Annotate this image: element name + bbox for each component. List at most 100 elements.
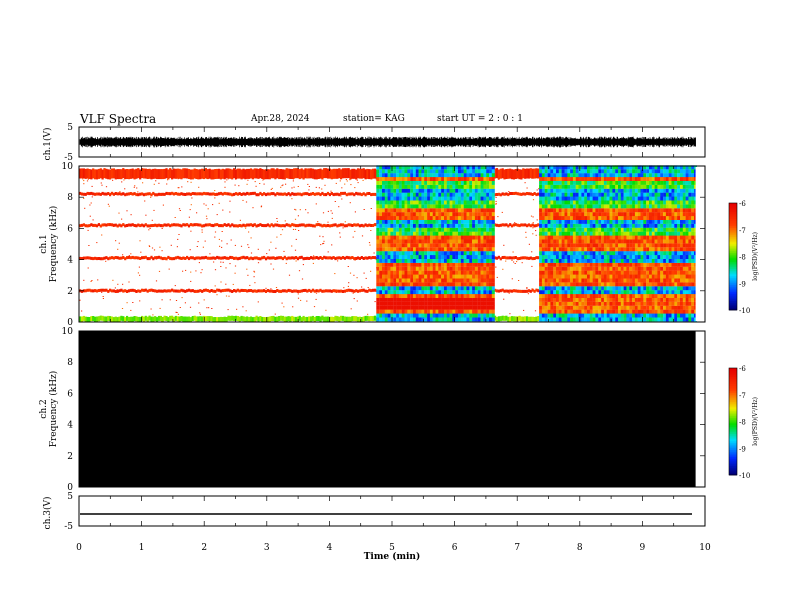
psd-active-cell — [547, 204, 551, 209]
psd-active-cell — [598, 173, 602, 178]
psd-active-cell — [646, 184, 650, 189]
psd-band-cell — [146, 169, 149, 179]
psd-band-cell — [321, 289, 324, 293]
psd-active-cell — [620, 216, 624, 220]
psd-band-cell — [497, 289, 500, 293]
psd-active-cell — [421, 180, 425, 185]
psd-active-cell — [570, 223, 574, 228]
psd-band-cell — [124, 224, 127, 228]
psd-active-cell — [427, 223, 431, 228]
psd-band-cell — [206, 316, 209, 322]
psd-cell — [229, 263, 231, 265]
psd-band-cell — [343, 316, 346, 322]
psd-active-cell — [435, 231, 439, 236]
psd-active-cell — [435, 247, 439, 252]
psd-active-cell — [444, 235, 447, 240]
psd-active-cell — [390, 274, 394, 279]
psd-active-cell — [649, 231, 652, 236]
psd-active-cell — [620, 270, 624, 275]
psd-active-cell — [570, 274, 574, 279]
psd-active-cell — [382, 184, 385, 189]
psd-active-cell — [539, 317, 543, 322]
psd-active-cell — [640, 216, 644, 220]
psd-active-cell — [632, 184, 636, 189]
psd-band-cell — [323, 193, 326, 197]
psd-active-cell — [427, 251, 431, 256]
psd-band-cell — [105, 316, 108, 322]
psd-active-cell — [640, 317, 644, 322]
psd-active-cell — [446, 223, 450, 228]
psd-active-cell — [491, 301, 495, 306]
psd-active-cell — [575, 286, 579, 291]
psd-active-cell — [595, 239, 599, 244]
psd-band-cell — [244, 169, 247, 180]
psd-band-cell — [186, 223, 189, 227]
psd-active-cell — [592, 258, 596, 263]
psd-active-cell — [432, 180, 436, 185]
psd-active-cell — [387, 270, 391, 275]
psd-band-cell — [362, 316, 365, 322]
psd-active-cell — [620, 200, 624, 205]
psd-active-cell — [646, 208, 650, 213]
psd-active-cell — [466, 317, 470, 322]
psd-active-cell — [393, 313, 397, 318]
psd-active-cell — [612, 188, 616, 193]
psd-band-cell — [345, 255, 348, 259]
psd-active-cell — [418, 196, 422, 201]
psd-active-cell — [489, 286, 492, 291]
psd-band-cell — [313, 169, 316, 180]
psd-band-cell — [505, 223, 508, 227]
psd-active-cell — [592, 235, 596, 240]
psd-band-cell — [347, 192, 350, 196]
psd-active-cell — [474, 301, 478, 306]
psd-active-cell — [634, 309, 638, 314]
psd-active-cell — [598, 278, 602, 283]
psd-active-cell — [598, 247, 602, 252]
psd-active-cell — [429, 216, 433, 220]
psd-cell — [201, 231, 203, 233]
psd-active-cell — [387, 262, 391, 267]
psd-band-cell — [184, 257, 187, 260]
psd-active-cell — [595, 278, 599, 283]
psd-cell — [495, 196, 497, 198]
psd-active-cell — [567, 200, 571, 205]
psd-active-cell — [446, 243, 450, 248]
psd-band-cell — [535, 316, 538, 322]
psd-band-cell — [345, 193, 348, 197]
psd-active-cell — [449, 177, 453, 181]
psd-active-cell — [384, 305, 388, 310]
psd-active-cell — [606, 251, 610, 256]
psd-active-cell — [435, 227, 439, 232]
psd-active-cell — [379, 247, 383, 252]
psd-band-cell — [103, 256, 106, 260]
psd-band-cell — [360, 317, 363, 322]
psd-cell — [174, 285, 176, 287]
psd-band-cell — [231, 193, 234, 197]
psd-active-cell — [441, 239, 445, 244]
psd-active-cell — [438, 317, 442, 322]
psd-band-cell — [373, 223, 376, 227]
psd-active-cell — [567, 188, 571, 193]
psd-active-cell — [477, 216, 481, 220]
psd-cell — [512, 251, 514, 253]
psd-active-cell — [541, 235, 545, 240]
psd-active-cell — [469, 243, 473, 248]
psd-band-cell — [278, 256, 281, 260]
psd-active-cell — [387, 180, 391, 185]
psd-active-cell — [609, 184, 613, 189]
psd-active-cell — [424, 317, 428, 322]
psd-active-cell — [637, 313, 641, 318]
psd-band-cell — [95, 192, 99, 196]
psd-active-cell — [432, 184, 436, 189]
psd-band-cell — [372, 256, 375, 259]
psd-band-cell — [189, 256, 192, 260]
psd-active-cell — [623, 204, 627, 209]
psd-band-cell — [503, 223, 506, 227]
psd-band-cell — [187, 192, 191, 196]
psd-band-cell — [191, 316, 194, 321]
psd-active-cell — [640, 169, 644, 174]
psd-active-cell — [592, 243, 596, 248]
psd-active-cell — [458, 212, 461, 217]
psd-active-cell — [489, 313, 492, 318]
psd-active-cell — [620, 169, 624, 174]
